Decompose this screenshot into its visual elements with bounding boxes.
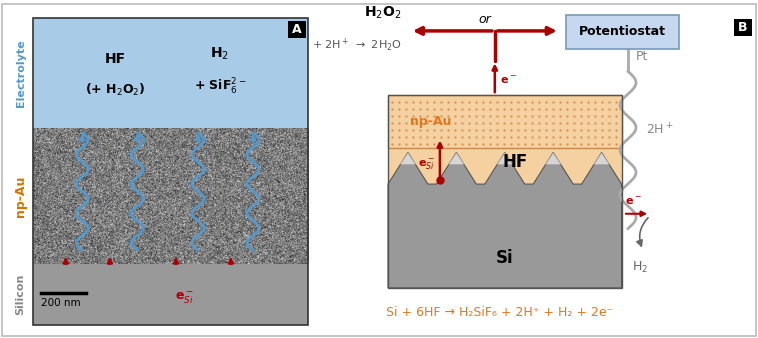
Bar: [388, 95, 622, 288]
Text: (+ H$_2$O$_2$): (+ H$_2$O$_2$): [85, 82, 146, 98]
Text: H$_2$: H$_2$: [632, 260, 648, 275]
Text: e$^-_{Si}$: e$^-_{Si}$: [175, 290, 193, 306]
Polygon shape: [594, 152, 609, 164]
Text: np-Au: np-Au: [14, 176, 27, 217]
Text: Electrolyte: Electrolyte: [16, 40, 26, 107]
Polygon shape: [400, 152, 416, 164]
FancyBboxPatch shape: [734, 19, 752, 37]
Bar: [388, 95, 622, 184]
Bar: [33, 18, 309, 325]
Text: np-Au: np-Au: [410, 115, 451, 128]
Text: e$^-$: e$^-$: [625, 196, 641, 207]
Polygon shape: [388, 152, 622, 288]
Text: e$^-$: e$^-$: [500, 75, 516, 86]
Text: Pt: Pt: [636, 50, 648, 63]
Bar: [388, 95, 622, 148]
Text: Si + 6HF → H₂SiF₆ + 2H⁺ + H₂ + 2e⁻: Si + 6HF → H₂SiF₆ + 2H⁺ + H₂ + 2e⁻: [386, 306, 613, 319]
FancyBboxPatch shape: [565, 15, 679, 49]
Text: 200 nm: 200 nm: [41, 298, 80, 308]
Polygon shape: [388, 148, 622, 184]
Text: + 2H$^+$ $\rightarrow$ 2H$_2$O: + 2H$^+$ $\rightarrow$ 2H$_2$O: [312, 37, 402, 54]
Text: H$_2$: H$_2$: [211, 45, 230, 62]
Text: HF: HF: [502, 153, 528, 171]
Bar: [33, 264, 309, 325]
Text: HF: HF: [105, 52, 126, 66]
Polygon shape: [496, 152, 512, 164]
Bar: [33, 18, 309, 129]
Text: B: B: [738, 21, 747, 34]
Polygon shape: [545, 152, 561, 164]
Polygon shape: [449, 152, 465, 164]
Text: Si: Si: [496, 249, 514, 267]
Text: A: A: [292, 23, 302, 36]
Text: H$_2$O$_2$: H$_2$O$_2$: [365, 5, 402, 21]
Text: Silicon: Silicon: [16, 274, 26, 315]
Text: 2H$^+$: 2H$^+$: [646, 123, 674, 138]
Text: Potentiostat: Potentiostat: [579, 25, 666, 39]
FancyBboxPatch shape: [288, 21, 305, 38]
Text: or: or: [478, 13, 491, 26]
Text: + SiF$_6^{2-}$: + SiF$_6^{2-}$: [194, 77, 246, 97]
Text: e$^-_{Si}$: e$^-_{Si}$: [418, 158, 435, 172]
